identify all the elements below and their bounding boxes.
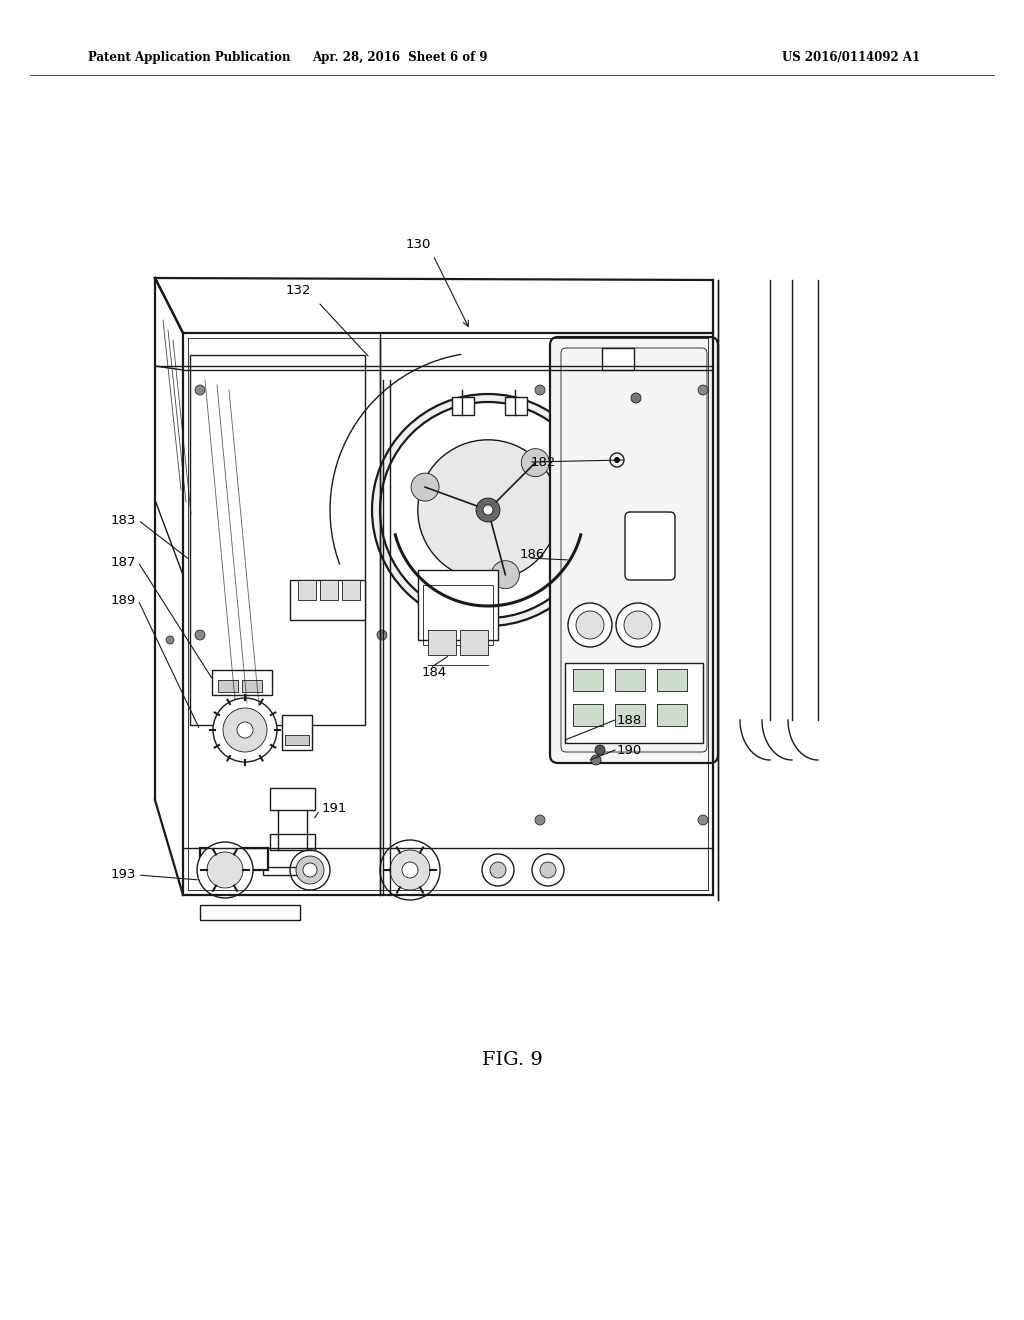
- Text: 190: 190: [617, 743, 642, 756]
- Circle shape: [390, 850, 430, 890]
- Bar: [428, 630, 456, 655]
- Text: 132: 132: [286, 284, 310, 297]
- Circle shape: [698, 814, 708, 825]
- Bar: [263, 867, 321, 875]
- Text: 183: 183: [111, 513, 136, 527]
- Circle shape: [223, 708, 267, 752]
- Circle shape: [595, 744, 605, 755]
- Bar: [573, 669, 603, 690]
- Circle shape: [490, 862, 506, 878]
- Circle shape: [482, 630, 494, 642]
- Bar: [615, 704, 645, 726]
- Bar: [423, 585, 493, 645]
- Text: 130: 130: [406, 239, 431, 252]
- Bar: [573, 704, 603, 726]
- Circle shape: [303, 863, 317, 876]
- Bar: [200, 847, 268, 870]
- Bar: [290, 579, 365, 620]
- Circle shape: [195, 385, 205, 395]
- Text: Patent Application Publication: Patent Application Publication: [88, 51, 291, 65]
- Text: Apr. 28, 2016  Sheet 6 of 9: Apr. 28, 2016 Sheet 6 of 9: [312, 51, 487, 65]
- Circle shape: [540, 862, 556, 878]
- Bar: [418, 570, 498, 640]
- Bar: [615, 669, 645, 690]
- Text: FIG. 9: FIG. 9: [481, 1051, 543, 1069]
- Circle shape: [213, 698, 278, 762]
- Circle shape: [402, 862, 418, 878]
- Circle shape: [616, 603, 660, 647]
- Bar: [657, 669, 687, 690]
- Bar: [242, 680, 262, 692]
- Text: US 2016/0114092 A1: US 2016/0114092 A1: [782, 51, 920, 65]
- Bar: [505, 397, 527, 414]
- Circle shape: [614, 457, 620, 463]
- Bar: [319, 579, 338, 601]
- Bar: [220, 862, 240, 892]
- Text: 193: 193: [111, 869, 136, 882]
- Bar: [452, 397, 474, 414]
- Bar: [602, 348, 634, 370]
- Text: 186: 186: [520, 549, 545, 561]
- FancyBboxPatch shape: [625, 512, 675, 579]
- FancyBboxPatch shape: [550, 337, 718, 763]
- Bar: [190, 355, 365, 725]
- Text: 184: 184: [422, 665, 447, 678]
- Circle shape: [377, 630, 387, 640]
- Circle shape: [476, 498, 500, 521]
- Text: 188: 188: [617, 714, 642, 726]
- Bar: [270, 788, 315, 810]
- Circle shape: [575, 611, 604, 639]
- Circle shape: [207, 851, 243, 888]
- Circle shape: [296, 855, 324, 884]
- Circle shape: [195, 630, 205, 640]
- Circle shape: [492, 561, 519, 589]
- Circle shape: [568, 603, 612, 647]
- Circle shape: [372, 393, 604, 626]
- Circle shape: [418, 440, 558, 581]
- Bar: [460, 630, 488, 655]
- Circle shape: [197, 842, 253, 898]
- Text: 191: 191: [322, 801, 347, 814]
- Circle shape: [535, 814, 545, 825]
- Circle shape: [591, 755, 601, 766]
- Circle shape: [521, 449, 549, 477]
- Bar: [342, 579, 360, 601]
- Circle shape: [483, 506, 493, 515]
- Bar: [657, 704, 687, 726]
- Bar: [212, 671, 272, 696]
- Bar: [270, 834, 315, 850]
- Bar: [282, 715, 312, 750]
- Circle shape: [698, 385, 708, 395]
- Bar: [565, 663, 703, 743]
- Text: 182: 182: [531, 455, 556, 469]
- Circle shape: [411, 473, 439, 502]
- Bar: [218, 680, 238, 692]
- Circle shape: [631, 393, 641, 403]
- Bar: [298, 579, 316, 601]
- Circle shape: [624, 611, 652, 639]
- Circle shape: [166, 636, 174, 644]
- Text: 189: 189: [111, 594, 136, 606]
- Circle shape: [535, 385, 545, 395]
- Circle shape: [380, 840, 440, 900]
- Circle shape: [380, 403, 596, 618]
- Bar: [285, 735, 309, 744]
- Text: 187: 187: [111, 556, 136, 569]
- Circle shape: [237, 722, 253, 738]
- Bar: [200, 906, 300, 920]
